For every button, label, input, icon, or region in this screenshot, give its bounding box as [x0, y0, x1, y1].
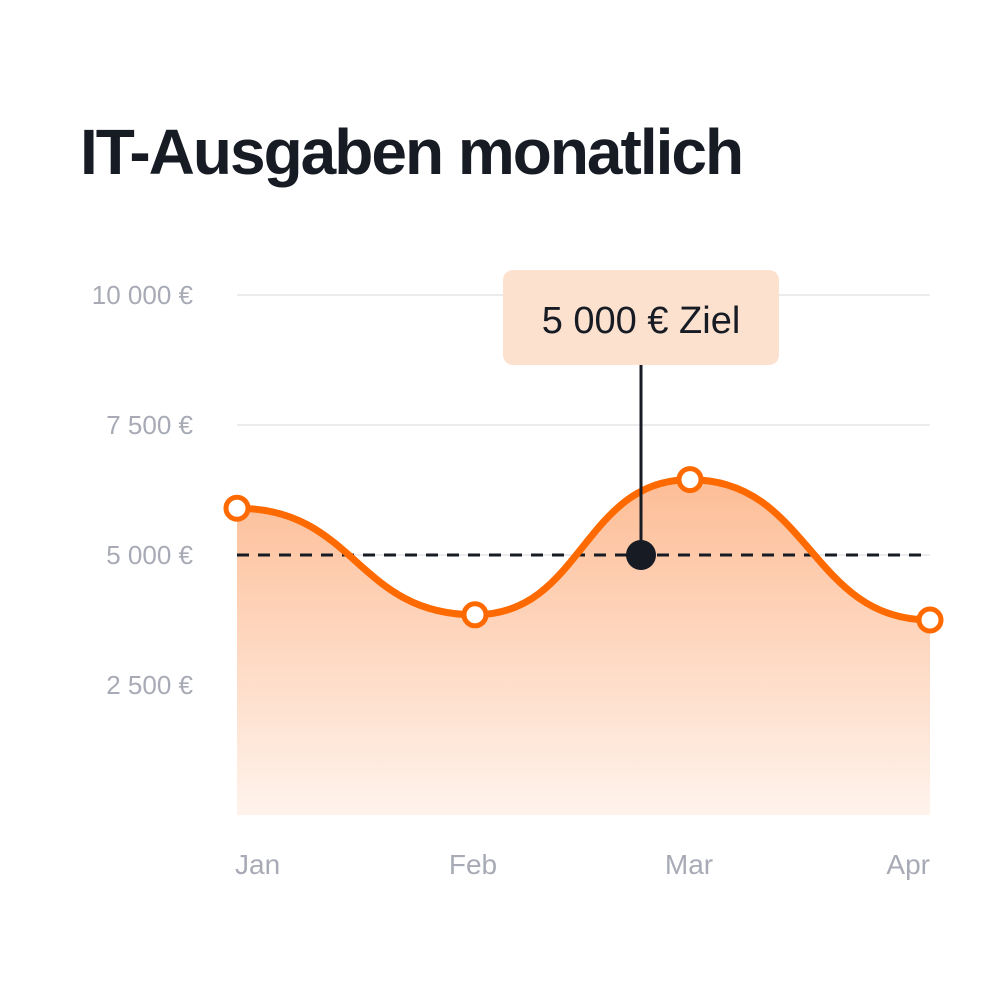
data-points — [223, 466, 944, 634]
target-marker — [626, 540, 656, 570]
x-tick-label: Jan — [235, 849, 280, 880]
y-tick-label: 10 000 € — [92, 280, 194, 310]
data-point — [223, 494, 251, 522]
x-tick-label: Feb — [449, 849, 497, 880]
y-axis-labels: 2 500 € 5 000 € 7 500 € 10 000 € — [92, 280, 194, 700]
x-axis-labels: Jan Feb Mar Apr — [235, 849, 930, 880]
chart-title: IT-Ausgaben monatlich — [80, 116, 744, 188]
series-line — [233, 476, 934, 624]
area-fill — [237, 479, 930, 815]
data-point — [461, 601, 489, 629]
y-tick-label: 7 500 € — [106, 410, 193, 440]
x-tick-label: Apr — [886, 849, 930, 880]
callout-label: 5 000 € Ziel — [542, 300, 741, 342]
x-tick-label: Mar — [665, 849, 713, 880]
y-tick-label: 2 500 € — [106, 670, 193, 700]
data-point — [676, 466, 704, 494]
data-point — [916, 606, 944, 634]
target-callout: 5 000 € Ziel — [503, 270, 779, 570]
callout-box — [503, 270, 779, 365]
y-tick-label: 5 000 € — [106, 540, 193, 570]
